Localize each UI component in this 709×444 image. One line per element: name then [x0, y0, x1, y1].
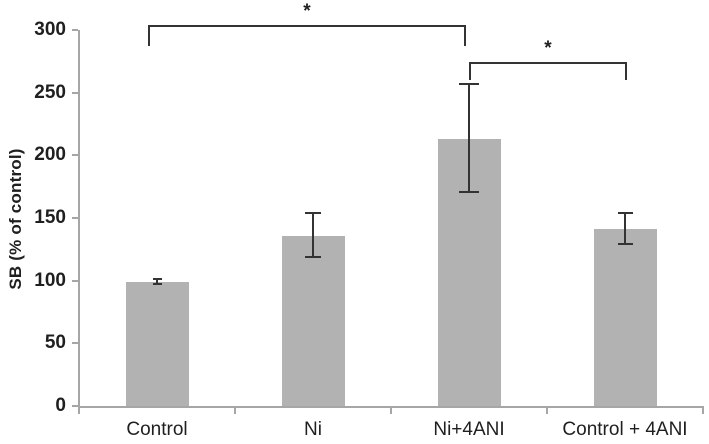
- y-axis-tick: [72, 342, 78, 344]
- y-axis-tick: [72, 217, 78, 219]
- x-axis-line: [78, 406, 704, 408]
- error-bar-cap-top: [305, 212, 321, 214]
- significance-star: *: [544, 38, 552, 59]
- y-tick-label: 200: [34, 144, 66, 165]
- y-axis-tick: [72, 92, 78, 94]
- error-bar-line: [156, 279, 158, 284]
- x-axis-tick: [390, 408, 392, 414]
- error-bar-cap-top: [618, 212, 633, 214]
- y-tick-label: 300: [34, 19, 66, 40]
- y-axis-tick: [72, 280, 78, 282]
- error-bar-cap-bottom: [459, 191, 479, 193]
- y-tick-label: 50: [44, 332, 66, 353]
- error-bar-line: [624, 213, 626, 244]
- error-bar-cap-top: [153, 278, 162, 280]
- y-axis-tick: [72, 29, 78, 31]
- x-tick-label: Ni+4ANI: [433, 419, 505, 440]
- significance-bracket-end-left: [469, 62, 471, 80]
- y-axis-line: [78, 30, 80, 408]
- x-axis-tick: [546, 408, 548, 414]
- y-tick-label: 100: [34, 270, 66, 291]
- x-tick-label: Control + 4ANI: [562, 419, 688, 440]
- error-bar-cap-bottom: [618, 243, 633, 245]
- y-tick-label: 150: [34, 207, 66, 228]
- bar-ni: [282, 236, 345, 406]
- significance-bracket-end-right: [464, 25, 466, 46]
- error-bar-cap-bottom: [153, 283, 162, 285]
- x-tick-label: Ni: [304, 419, 322, 440]
- x-axis-tick: [78, 408, 80, 414]
- significance-bracket: [148, 25, 466, 27]
- x-tick-label: Control: [126, 419, 188, 440]
- x-axis-tick: [702, 408, 704, 414]
- bar-control: [126, 282, 189, 406]
- significance-bracket-end-right: [625, 62, 627, 80]
- significance-bracket-end-left: [148, 25, 150, 46]
- significance-star: *: [303, 1, 311, 22]
- y-axis-tick: [72, 405, 78, 407]
- significance-bracket: [469, 62, 627, 64]
- y-axis-tick: [72, 154, 78, 156]
- bar-control-4ani: [594, 229, 657, 406]
- x-axis-tick: [234, 408, 236, 414]
- error-bar-line: [468, 84, 470, 192]
- y-tick-label: 250: [34, 82, 66, 103]
- y-tick-label: 0: [55, 395, 66, 416]
- error-bar-line: [312, 213, 314, 257]
- error-bar-cap-bottom: [305, 256, 321, 258]
- error-bar-cap-top: [459, 83, 479, 85]
